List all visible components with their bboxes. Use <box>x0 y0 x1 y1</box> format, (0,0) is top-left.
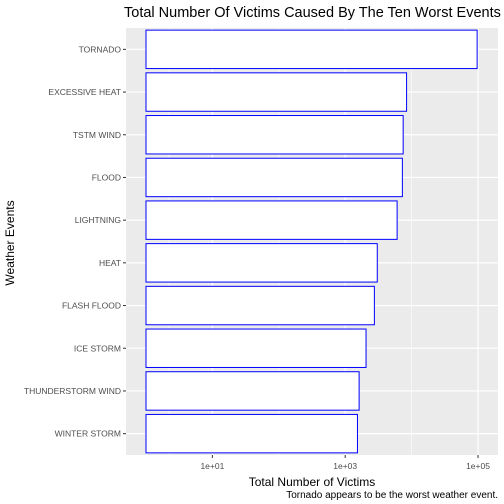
y-tick-label: FLOOD <box>92 172 121 182</box>
bar-winter-storm <box>145 413 358 454</box>
y-tick-label: TORNADO <box>79 44 122 54</box>
y-tick-label: HEAT <box>99 258 121 268</box>
y-tick-label: LIGHTNING <box>75 215 121 225</box>
bar-flash-flood <box>145 285 375 326</box>
bar-thunderstorm-wind <box>145 371 360 411</box>
bar-ice-storm <box>145 328 367 368</box>
x-tick-label: 1e+03 <box>333 461 357 471</box>
y-tick-label: THUNDERSTORM WIND <box>24 386 121 396</box>
y-axis-title: Weather Events <box>3 200 17 285</box>
bar-heat <box>145 243 378 283</box>
chart-caption: Tornado appears to be the worst weather … <box>286 490 498 501</box>
x-axis-title: Total Number of Victims <box>249 475 376 489</box>
bar-lightning <box>145 200 398 240</box>
y-tick-label: WINTER STORM <box>55 429 121 439</box>
y-tick-label: ICE STORM <box>74 343 121 353</box>
bar-flood <box>145 157 403 198</box>
bar-tstm-wind <box>145 115 404 155</box>
y-tick-label: FLASH FLOOD <box>62 301 121 311</box>
bars <box>145 29 478 454</box>
chart-title: Total Number Of Victims Caused By The Te… <box>124 5 501 21</box>
x-tick-label: 1e+01 <box>200 461 224 471</box>
bar-tornado <box>145 29 478 70</box>
y-axis: TORNADO EXCESSIVE HEAT TSTM WIND FLOOD LIGHT… <box>24 44 126 439</box>
x-tick-label: 1e+05 <box>466 461 490 471</box>
y-tick-label: TSTM WIND <box>73 130 121 140</box>
y-tick-label: EXCESSIVE HEAT <box>48 87 121 97</box>
bar-excessive-heat <box>145 72 408 112</box>
x-axis: 1e+01 1e+03 1e+05 <box>200 455 490 471</box>
